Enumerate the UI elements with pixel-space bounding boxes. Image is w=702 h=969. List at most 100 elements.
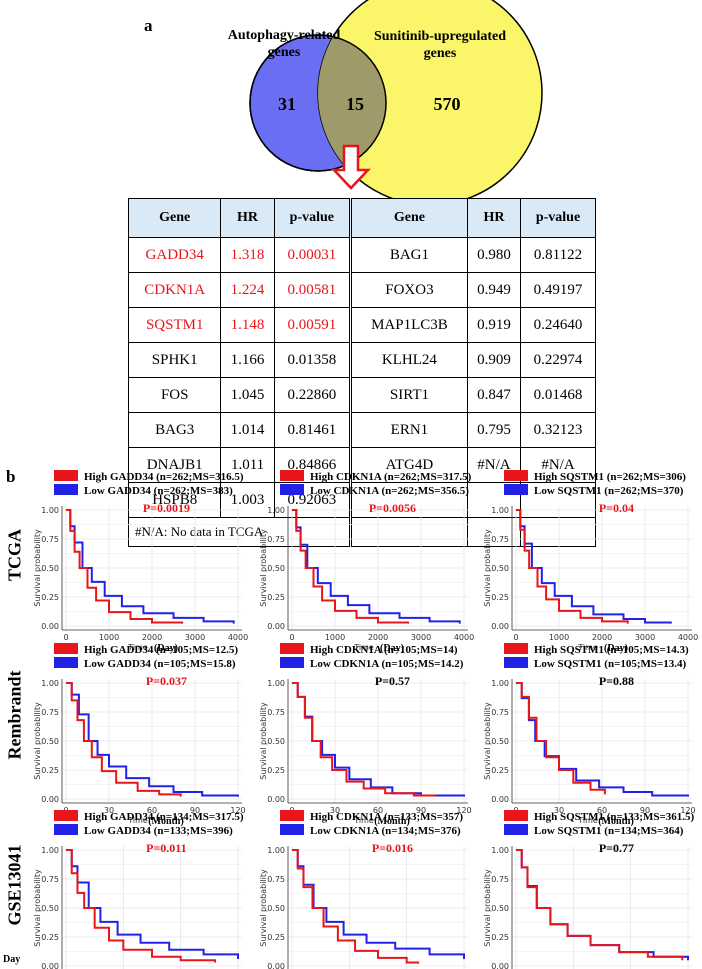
y-tick-label: 1.00 xyxy=(41,846,59,855)
y-tick-label: 0.50 xyxy=(267,904,285,913)
table-note-empty-cell xyxy=(349,517,468,547)
km-plot-tcga-gadd34: High GADD34 (n=262;MS=316.5) Low GADD34 (… xyxy=(33,470,248,654)
x-tick-label: 0 xyxy=(513,633,518,642)
x-tick-label: 3000 xyxy=(185,633,205,642)
y-axis-title: Survival probability xyxy=(483,702,492,780)
y-tick-label: 0.75 xyxy=(491,708,509,717)
legend-swatch-low xyxy=(54,824,78,835)
km-curve-low xyxy=(66,509,235,624)
y-tick-label: 0.75 xyxy=(267,875,285,884)
legend-label-high: High SQSTM1 (n=262;MS=306) xyxy=(534,471,686,483)
legend-label-low: Low GADD34 (n=262;MS=383) xyxy=(84,485,233,497)
cell-hr-2: 0.795 xyxy=(466,412,522,448)
header-hr: HR xyxy=(220,198,275,238)
x-axis-title: Time xyxy=(353,643,374,652)
cell-gene-2: KLHL24 xyxy=(349,342,468,378)
cell-gene: SQSTM1 xyxy=(127,307,222,343)
y-axis-title: Survival probability xyxy=(33,869,42,947)
y-axis-title: Survival probability xyxy=(259,529,268,607)
x-axis-unit: (Month) xyxy=(148,816,184,827)
km-curve-high xyxy=(292,682,437,797)
venn-right-title-line1: Sunitinib-upregulated xyxy=(374,29,506,44)
legend-swatch-low xyxy=(54,484,78,495)
legend-label-low: Low GADD34 (n=105;MS=15.8) xyxy=(84,658,236,670)
x-tick-label: 90 xyxy=(640,806,650,815)
legend-swatch-high xyxy=(54,810,78,821)
p-value-label: P=0.88 xyxy=(599,674,634,688)
cell-pvalue: 0.00031 xyxy=(273,237,352,273)
legend-swatch-high xyxy=(280,810,304,821)
cell-hr-2: 0.909 xyxy=(466,342,522,378)
legend-swatch-high xyxy=(54,470,78,481)
x-tick-label: 4000 xyxy=(454,633,474,642)
panel-a-label: a xyxy=(144,16,153,35)
cell-pvalue: 0.22860 xyxy=(273,377,352,413)
km-plot-rembrandt-gadd34: High GADD34 (n=105;MS=12.5) Low GADD34 (n… xyxy=(33,643,246,827)
km-curve-high xyxy=(516,849,684,961)
venn-left-count: 31 xyxy=(278,94,296,114)
y-tick-label: 0.00 xyxy=(491,962,509,969)
x-axis-unit: (Month) xyxy=(598,816,634,827)
cell-gene: FOS xyxy=(127,377,222,413)
panel-b-label: b xyxy=(6,467,16,486)
p-value-label: P=0.04 xyxy=(599,501,634,515)
legend-swatch-high xyxy=(54,643,78,654)
table-row: SQSTM1 1.148 0.00591 MAP1LC3B 0.919 0.24640 xyxy=(127,307,596,343)
cell-pvalue-2: 0.32123 xyxy=(520,412,596,448)
legend-label-low: Low SQSTM1 (n=134;MS=364) xyxy=(534,825,684,837)
x-axis-title: Time xyxy=(577,816,598,825)
x-tick-label: 3000 xyxy=(635,633,655,642)
x-axis-unit: (Day) xyxy=(154,643,178,654)
header-pvalue: p-value xyxy=(273,198,352,238)
y-tick-label: 0.25 xyxy=(41,766,59,775)
y-tick-label: 0.00 xyxy=(267,622,285,631)
extra-day-label: Day xyxy=(3,954,21,965)
km-curve-high xyxy=(292,509,410,624)
y-tick-label: 0.75 xyxy=(267,708,285,717)
cell-hr: 1.148 xyxy=(220,307,275,343)
cell-pvalue: 0.92063 xyxy=(273,482,352,518)
gene-hr-table: Gene HR p-value Gene HR p-value GADD34 1.… xyxy=(127,198,596,547)
legend-swatch-low xyxy=(504,824,528,835)
km-curve-high xyxy=(516,509,629,624)
y-tick-label: 0.00 xyxy=(491,622,509,631)
km-curve-high xyxy=(66,849,217,963)
x-axis-unit: (Month) xyxy=(374,816,410,827)
y-tick-label: 0.50 xyxy=(491,564,509,573)
legend-label-low: Low SQSTM1 (n=262;MS=370) xyxy=(534,485,684,497)
y-tick-label: 1.00 xyxy=(41,506,59,515)
km-curve-low xyxy=(516,509,672,624)
table-note: #N/A: No data in TCGA xyxy=(127,517,351,547)
y-tick-label: 0.25 xyxy=(491,933,509,942)
y-tick-label: 0.75 xyxy=(491,875,509,884)
p-value-label: P=0.0019 xyxy=(143,501,190,515)
km-curve-high xyxy=(292,849,420,964)
x-tick-label: 2000 xyxy=(142,633,162,642)
km-plot-rembrandt-sqstm1: High SQSTM1 (n=105;MS=14.3) Low SQSTM1 (n… xyxy=(483,643,696,827)
legend-label-high: High GADD34 (n=105;MS=12.5) xyxy=(84,644,238,656)
y-axis-title: Survival probability xyxy=(33,529,42,607)
y-tick-label: 0.50 xyxy=(267,737,285,746)
y-tick-label: 0.00 xyxy=(491,795,509,804)
km-curve-high xyxy=(516,682,606,795)
y-tick-label: 1.00 xyxy=(267,846,285,855)
y-tick-label: 0.75 xyxy=(267,535,285,544)
legend-swatch-low xyxy=(504,484,528,495)
x-tick-label: 60 xyxy=(147,806,157,815)
cell-gene-2: MAP1LC3B xyxy=(349,307,468,343)
km-curve-high xyxy=(66,509,184,624)
x-tick-label: 30 xyxy=(554,806,564,815)
y-axis-title: Survival probability xyxy=(483,869,492,947)
legend-swatch-high xyxy=(504,470,528,481)
legend-label-high: High CDKN1A (n=133;MS=357) xyxy=(310,811,463,823)
y-tick-label: 0.00 xyxy=(267,795,285,804)
km-curve-low xyxy=(516,849,689,961)
km-plot-gse13041-cdkn1a: High CDKN1A (n=133;MS=357) Low CDKN1A (n=… xyxy=(259,810,468,969)
legend-swatch-high xyxy=(280,470,304,481)
p-value-label: P=0.011 xyxy=(146,841,187,855)
y-tick-label: 1.00 xyxy=(491,679,509,688)
y-tick-label: 0.25 xyxy=(491,593,509,602)
cell-pvalue-2: 0.01468 xyxy=(520,377,596,413)
